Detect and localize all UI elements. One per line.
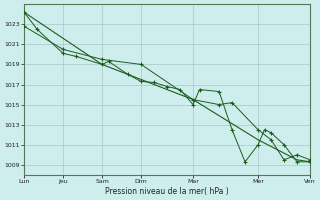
X-axis label: Pression niveau de la mer( hPa ): Pression niveau de la mer( hPa ) bbox=[105, 187, 229, 196]
